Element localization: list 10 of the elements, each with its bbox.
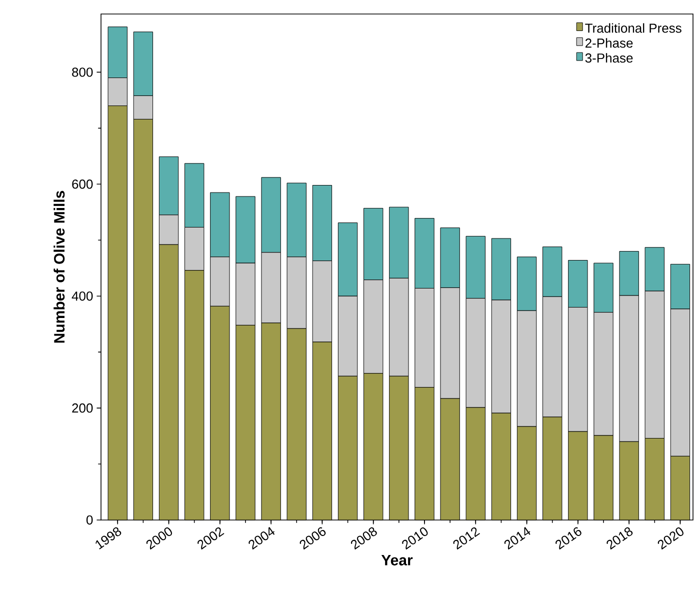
legend-label: 2-Phase: [585, 38, 633, 48]
y-tick-label: 400: [72, 291, 93, 301]
legend-label: Traditional Press: [585, 23, 682, 33]
y-axis-title: Number of Olive Mills: [54, 190, 65, 343]
x-axis-title: Year: [381, 554, 413, 566]
y-tick-label: 600: [72, 180, 93, 189]
y-tick-label: 0: [86, 515, 93, 525]
y-tick-label: 200: [72, 403, 93, 413]
legend-label: 3-Phase: [585, 53, 633, 63]
y-tick-label: 800: [72, 68, 93, 77]
